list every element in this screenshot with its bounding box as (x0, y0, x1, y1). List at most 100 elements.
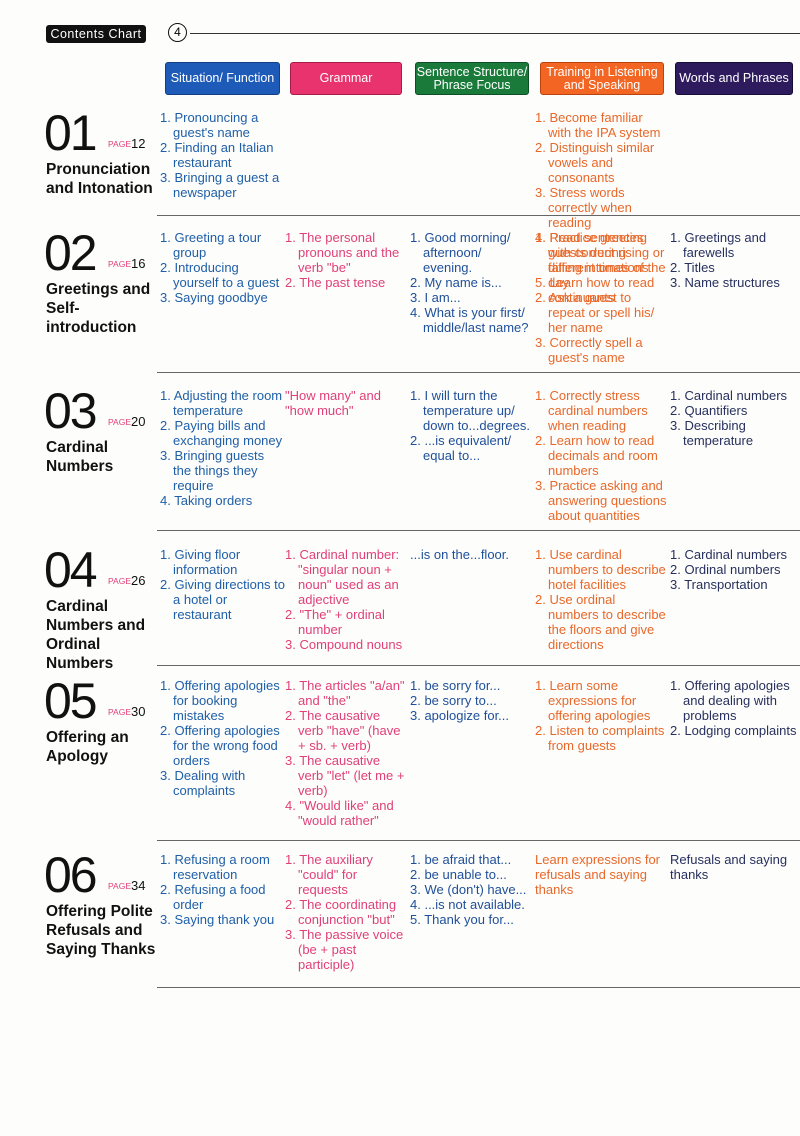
cell: 1. Cardinal numbers 2. Quantifiers 3. Desc… (670, 388, 798, 448)
cell-item: 3. Bringing a guest a newspaper (160, 170, 280, 200)
row-separator (157, 665, 800, 666)
cell: 1. Learn some expressions for offering a… (535, 678, 669, 753)
unit-title: Cardinal Numbers (46, 439, 114, 475)
column-header: Words and Phrases (675, 62, 793, 95)
cell-item: 3. Saying goodbye (160, 290, 268, 305)
cell: "How many" and "how much" (285, 388, 407, 418)
cell: 1. Refusing a room reservation 2. Refusin… (160, 852, 285, 927)
unit-title: Offering an Apology (46, 729, 129, 765)
cell-item: 1. be sorry for... (410, 678, 501, 693)
cell: 1. Good morning/ afternoon/ evening. 2. M… (410, 230, 534, 335)
cell-item: 2. Finding an Italian restaurant (160, 140, 274, 170)
cell-item: 1. Offering apologies for booking mistak… (160, 678, 280, 723)
cell: 1. Become familiar with the IPA system 2.… (535, 110, 669, 305)
cell-item: 1. Greetings and farewells (670, 230, 767, 260)
cell-item: 2. Ask a guest to repeat or spell his/ h… (535, 290, 655, 335)
unit-title: Offering Polite Refusals and Saying Than… (46, 903, 156, 958)
cell: 1. Adjusting the room temperature 2. Payi… (160, 388, 285, 508)
cell-item: 1. Giving floor information (160, 547, 241, 577)
cell-item: 2. "The" + ordinal number (285, 607, 385, 637)
cell-item: 2. The past tense (285, 275, 386, 290)
cell-item: 3. The causative verb "let" (let me + ve… (285, 753, 405, 798)
cell-item: 1. The auxiliary "could" for requests (285, 852, 373, 897)
cell: 1. Practice greeting guests during diffe… (535, 230, 669, 365)
cell-item: 1. Offering apologies and dealing with p… (670, 678, 790, 723)
cell-item: 1. Good morning/ afternoon/ evening. (410, 230, 511, 275)
cell-item: 1. Greeting a tour group (160, 230, 262, 260)
row-separator (157, 840, 800, 841)
page-ref: 12 (131, 136, 146, 151)
column-header: Grammar (290, 62, 402, 95)
cell: 1. Greetings and farewells 2. Titles 3. Na… (670, 230, 798, 290)
cell: ...is on the...floor. (410, 547, 534, 562)
cell-item: Learn expressions for refusals and sayin… (535, 852, 661, 897)
cell-item: 3. Compound nouns (285, 637, 403, 652)
cell-item: 2. ...is equivalent/ equal to... (410, 433, 512, 463)
cell: 1. Giving floor information 2. Giving dir… (160, 547, 285, 622)
cell-item: 4. What is your first/ middle/last name? (410, 305, 529, 335)
cell-item: Refusals and saying thanks (670, 852, 788, 882)
row-separator (157, 372, 800, 373)
cell-item: 3. apologize for... (410, 708, 510, 723)
cell-item: 4. "Would like" and "would rather" (285, 798, 394, 828)
cell-item: 3. Name structures (670, 275, 780, 290)
cell-item: 1. Use cardinal numbers to describe hote… (535, 547, 666, 592)
cell: 1. The personal pronouns and the verb "b… (285, 230, 407, 290)
unit-number: 03 (44, 383, 98, 439)
page-ref: 16 (131, 256, 146, 271)
cell-item: 2. Giving directions to a hotel or resta… (160, 577, 286, 622)
page-ref: 26 (131, 573, 146, 588)
cell-item: 3. Describing temperature (670, 418, 754, 448)
cell-item: 1. Practice greeting guests during diffe… (535, 230, 666, 290)
page-label: PAGE (108, 259, 131, 269)
row-separator (157, 530, 800, 531)
cell-item: 3. Stress words correctly when reading (535, 185, 632, 230)
cell-item: 1. Cardinal numbers (670, 547, 788, 562)
page-ref: 34 (131, 878, 146, 893)
cell-item: 2. be sorry to... (410, 693, 497, 708)
cell-item: 3. Correctly spell a guest's name (535, 335, 643, 365)
unit-title: Greetings and Self-introduction (46, 281, 151, 336)
cell-item: 3. Saying thank you (160, 912, 275, 927)
cell-item: 1. Adjusting the room temperature (160, 388, 283, 418)
cell-item: 1. Cardinal number: "singular noun + nou… (285, 547, 400, 607)
cell: Refusals and saying thanks (670, 852, 798, 882)
cell-item: 5. Thank you for... (410, 912, 514, 927)
cell-item: 2. Lodging complaints (670, 723, 797, 738)
cell-item: 1. Correctly stress cardinal numbers whe… (535, 388, 648, 433)
cell: Learn expressions for refusals and sayin… (535, 852, 669, 897)
cell: 1. I will turn the temperature up/ down … (410, 388, 534, 463)
unit-title: Pronunciation and Intonation (46, 161, 153, 197)
cell-item: 2. Ordinal numbers (670, 562, 781, 577)
cell-item: 3. Transportation (670, 577, 768, 592)
cell-item: 2. be unable to... (410, 867, 507, 882)
page-label: PAGE (108, 139, 131, 149)
cell-item: 1. The personal pronouns and the verb "b… (285, 230, 400, 275)
cell-item: 1. Pronouncing a guest's name (160, 110, 259, 140)
cell: 1. Cardinal numbers 2. Ordinal numbers 3. … (670, 547, 798, 592)
column-header: Situation/ Function (165, 62, 280, 95)
cell: 1. Greeting a tour group 2. Introducing y… (160, 230, 285, 305)
unit-number: 05 (44, 673, 98, 729)
cell: 1. Offering apologies for booking mistak… (160, 678, 285, 798)
unit-number: 01 (44, 105, 98, 161)
row-separator (157, 215, 800, 216)
page-ref: 30 (131, 704, 146, 719)
unit-title: Cardinal Numbers and Ordinal Numbers (46, 598, 146, 672)
cell-item: "How many" and "how much" (285, 388, 381, 418)
cell-item: 2. Distinguish similar vowels and conson… (535, 140, 655, 185)
page-label: PAGE (108, 576, 131, 586)
cell-item: 2. Offering apologies for the wrong food… (160, 723, 280, 768)
row-separator (157, 987, 800, 988)
unit-number: 06 (44, 847, 98, 903)
cell-item: 1. I will turn the temperature up/ down … (410, 388, 530, 433)
cell: 1. The articles "a/an" and "the" 2. The c… (285, 678, 407, 828)
cell-item: 2. My name is... (410, 275, 502, 290)
column-header: Sentence Structure/ Phrase Focus (415, 62, 529, 95)
cell: 1. be sorry for... 2. be sorry to... 3. ap… (410, 678, 534, 723)
cell-item: 5. Learn how to read continuants (535, 275, 655, 305)
cell: 1. Correctly stress cardinal numbers whe… (535, 388, 669, 523)
cell-item: ...is on the...floor. (410, 547, 509, 562)
page-label: PAGE (108, 881, 131, 891)
